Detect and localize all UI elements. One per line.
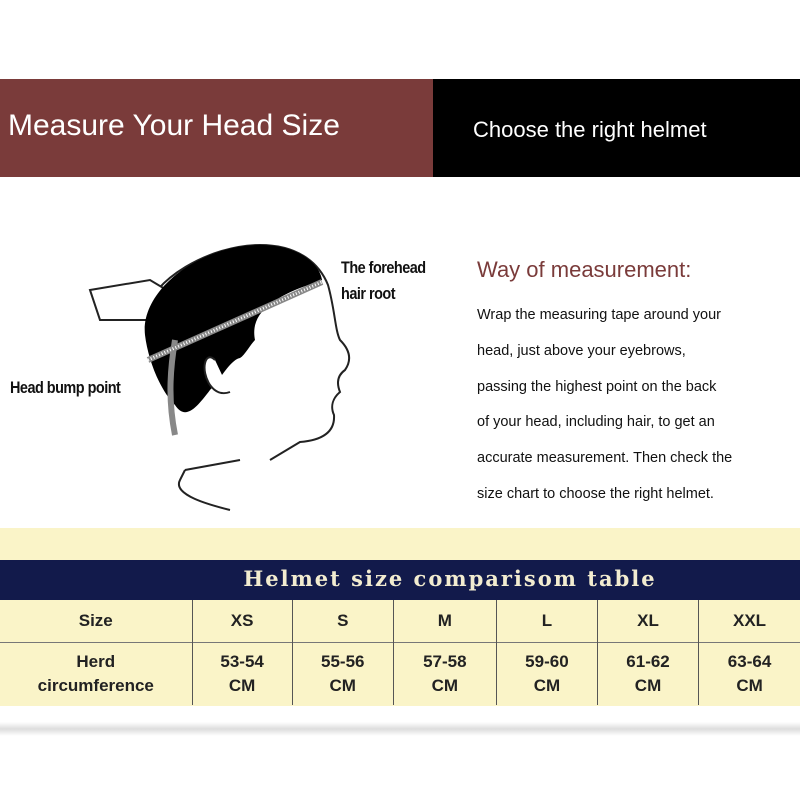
head-bump-label: Head bump point xyxy=(10,378,121,397)
instruction-line: of your head, including hair, to get an xyxy=(477,414,715,431)
row-header-size: Size xyxy=(78,611,113,630)
instruction-line: accurate measurement. Then check the xyxy=(477,450,733,467)
size-cell: XS xyxy=(191,600,293,643)
instruction-line: passing the highest point on the back xyxy=(477,378,717,395)
hair-icon xyxy=(144,245,322,413)
header-subtitle: Choose the right helmet xyxy=(473,117,707,142)
instruction-line: head, just above your eyebrows, xyxy=(477,342,686,359)
size-cell: XL xyxy=(596,600,699,643)
head-measurement-illustration xyxy=(88,243,351,511)
range-cell: 53-54 CM xyxy=(191,642,293,705)
size-table-title-bar: Helmet size comparisom table xyxy=(0,560,800,600)
row-header-circumference: Herd circumference xyxy=(0,642,193,705)
table-row-circumference: Herd circumference 53-54 CM 55-56 CM 57-58 C… xyxy=(0,642,800,705)
header-line: Herd xyxy=(76,652,116,671)
range-cell: 55-56 CM xyxy=(291,642,394,705)
range-cell: 63-64 CM xyxy=(698,642,800,705)
forehead-label: The forehead xyxy=(341,258,426,277)
header-line: circumference xyxy=(37,676,154,695)
header-left-banner: Measure Your Head Size xyxy=(0,79,433,177)
size-cell: S xyxy=(291,600,394,643)
range-cell: 57-58 CM xyxy=(392,642,497,705)
size-cell: M xyxy=(392,600,497,643)
bottom-shadow xyxy=(0,722,800,736)
hair-root-label: hair root xyxy=(341,284,396,303)
size-table: Size XS S M L XL XXL Herd circumference 5… xyxy=(0,600,800,705)
instruction-line: Wrap the measuring tape around your xyxy=(477,307,721,323)
measurement-title: Way of measurement: xyxy=(477,257,692,282)
header-title: Measure Your Head Size xyxy=(8,109,340,142)
table-row-size: Size XS S M L XL XXL xyxy=(0,600,800,643)
measurement-instructions: Wrap the measuring tape around your head… xyxy=(477,298,787,513)
size-cell: XXL xyxy=(698,600,800,643)
range-cell: 59-60 CM xyxy=(495,642,598,705)
range-cell: 61-62 CM xyxy=(596,642,699,705)
size-table-title: Helmet size comparisom table xyxy=(243,566,657,591)
header-right-banner: Choose the right helmet xyxy=(433,79,800,177)
size-cell: L xyxy=(495,600,598,643)
instruction-line: size chart to choose the right helmet. xyxy=(477,485,714,502)
